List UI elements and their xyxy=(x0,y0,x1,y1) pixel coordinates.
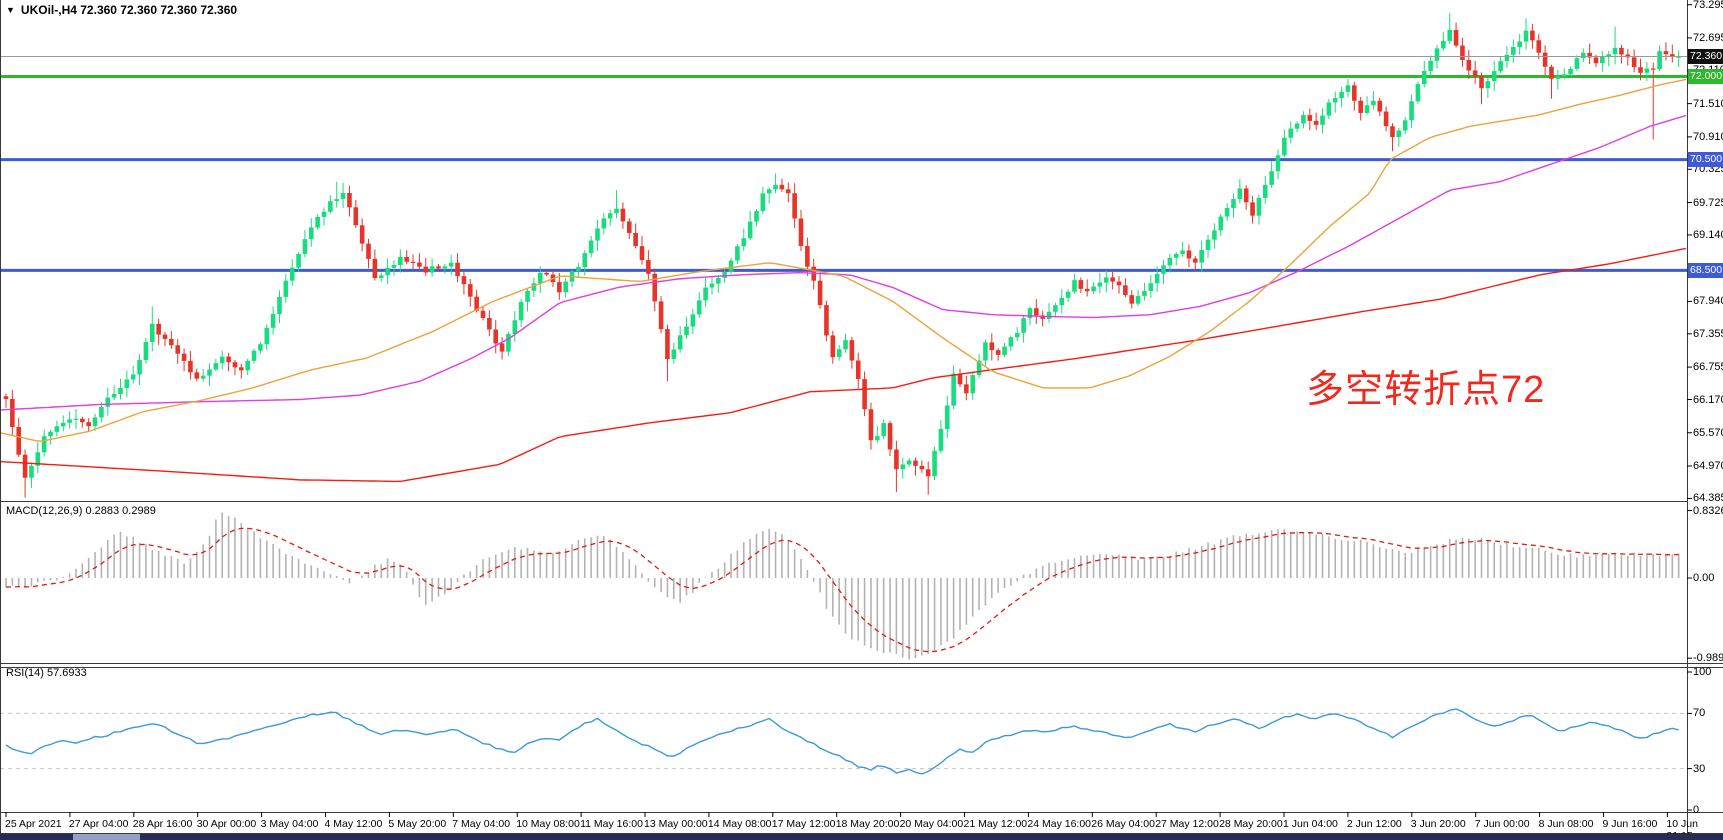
time-axis-label: 26 May 04:00 xyxy=(1091,818,1155,830)
rsi-axis-tick-label: 0 xyxy=(1693,804,1700,816)
time-axis-label: 2 Jun 12:00 xyxy=(1346,818,1402,830)
macd-axis-tick-label: -0.9897 xyxy=(1693,652,1723,665)
price-axis-tag: 72.000 xyxy=(1688,68,1723,84)
time-axis-label: 27 May 12:00 xyxy=(1155,818,1219,830)
rsi-axis-tick-label: 70 xyxy=(1693,707,1706,720)
time-axis-label: 18 May 20:00 xyxy=(835,818,900,830)
time-axis-label: 17 May 12:00 xyxy=(771,818,836,830)
time-axis-label: 3 May 04:00 xyxy=(260,818,319,830)
chart-title-text: UKOil-,H4 72.360 72.360 72.360 72.360 xyxy=(20,3,238,17)
candles-layer xyxy=(3,12,1681,498)
time-axis-label: 11 May 16:00 xyxy=(580,818,643,830)
price-axis-tick-label: 64.970 xyxy=(1693,459,1723,472)
time-axis-label: 20 May 04:00 xyxy=(899,818,964,830)
price-axis-tick-label: 66.170 xyxy=(1693,393,1723,406)
price-axis-tick-label: 64.385 xyxy=(1693,492,1723,505)
macd-signal-line xyxy=(5,527,1679,653)
time-axis-label: 14 May 08:00 xyxy=(707,818,772,830)
level-lines-layer xyxy=(0,74,1687,272)
price-axis-tick-label: 70.910 xyxy=(1693,130,1723,143)
price-axis-tick-label: 69.725 xyxy=(1693,196,1723,209)
macd-axis-tick-label: 0.00 xyxy=(1693,572,1715,584)
annotation-text: 多空转折点72 xyxy=(1306,369,1546,411)
time-axis-label: 8 Jun 08:00 xyxy=(1538,818,1594,830)
time-axis-label: 5 May 20:00 xyxy=(388,818,447,830)
price-axis-tag: 68.500 xyxy=(1688,262,1723,278)
macd-layer xyxy=(5,512,1680,660)
rsi-layer xyxy=(0,708,1687,775)
time-axis-label: 13 May 00:00 xyxy=(644,818,708,830)
time-axis-label: 27 Apr 04:00 xyxy=(68,818,129,830)
time-axis-label: 4 May 12:00 xyxy=(324,818,383,830)
time-axis-label: 9 Jun 16:00 xyxy=(1602,818,1658,830)
time-axis-label: 7 Jun 00:00 xyxy=(1474,818,1530,830)
rsi-axis-tick-label: 30 xyxy=(1693,762,1706,775)
ma-fast-orange-line xyxy=(0,78,1687,442)
ma-slow-red-line xyxy=(0,247,1687,483)
taskbar-strip xyxy=(0,834,1723,840)
symbol-dropdown-icon[interactable]: ▼ xyxy=(6,5,15,15)
time-axis-label: 24 May 16:00 xyxy=(1027,818,1092,830)
rsi-line xyxy=(5,708,1679,775)
price-axis-tick-label: 66.755 xyxy=(1693,361,1723,374)
time-axis-label: 25 Apr 2021 xyxy=(5,818,62,830)
time-axis-label: 3 Jun 20:00 xyxy=(1410,818,1466,830)
macd-indicator-label: MACD(12,26,9) 0.2883 0.2989 xyxy=(6,505,156,517)
time-axis-label: 30 Apr 00:00 xyxy=(196,818,257,830)
price-axis-tick-label: 72.695 xyxy=(1693,31,1723,44)
price-axis-tick-label: 67.940 xyxy=(1693,295,1723,308)
axis-ticks-layer xyxy=(5,4,1692,817)
price-axis-tag: 70.500 xyxy=(1688,152,1723,168)
time-axis-label: 28 Apr 16:00 xyxy=(132,818,193,830)
rsi-indicator-label: RSI(14) 57.6933 xyxy=(6,667,87,679)
price-axis-tick-label: 65.570 xyxy=(1693,426,1723,439)
time-axis-label: 1 Jun 04:00 xyxy=(1283,818,1338,830)
price-axis-tag: 72.360 xyxy=(1688,49,1723,65)
taskbar-segment xyxy=(73,834,140,840)
price-axis-tick-label: 69.140 xyxy=(1693,228,1723,241)
time-axis-label: 28 May 20:00 xyxy=(1219,818,1283,830)
chart-title: ▼ UKOil-,H4 72.360 72.360 72.360 72.360 xyxy=(6,3,237,17)
price-axis-tick-label: 67.355 xyxy=(1693,327,1723,340)
time-axis-label: 7 May 04:00 xyxy=(452,818,511,830)
time-axis-label: 21 May 12:00 xyxy=(963,818,1028,830)
price-axis-tick-label: 73.295 xyxy=(1693,0,1723,11)
time-axis-label: 10 May 08:00 xyxy=(516,818,580,830)
rsi-axis-tick-label: 100 xyxy=(1693,666,1712,678)
ma-mid-magenta-line xyxy=(0,114,1687,411)
price-axis-tick-label: 71.510 xyxy=(1693,97,1723,110)
macd-axis-tick-label: 0.8326 xyxy=(1693,504,1723,517)
